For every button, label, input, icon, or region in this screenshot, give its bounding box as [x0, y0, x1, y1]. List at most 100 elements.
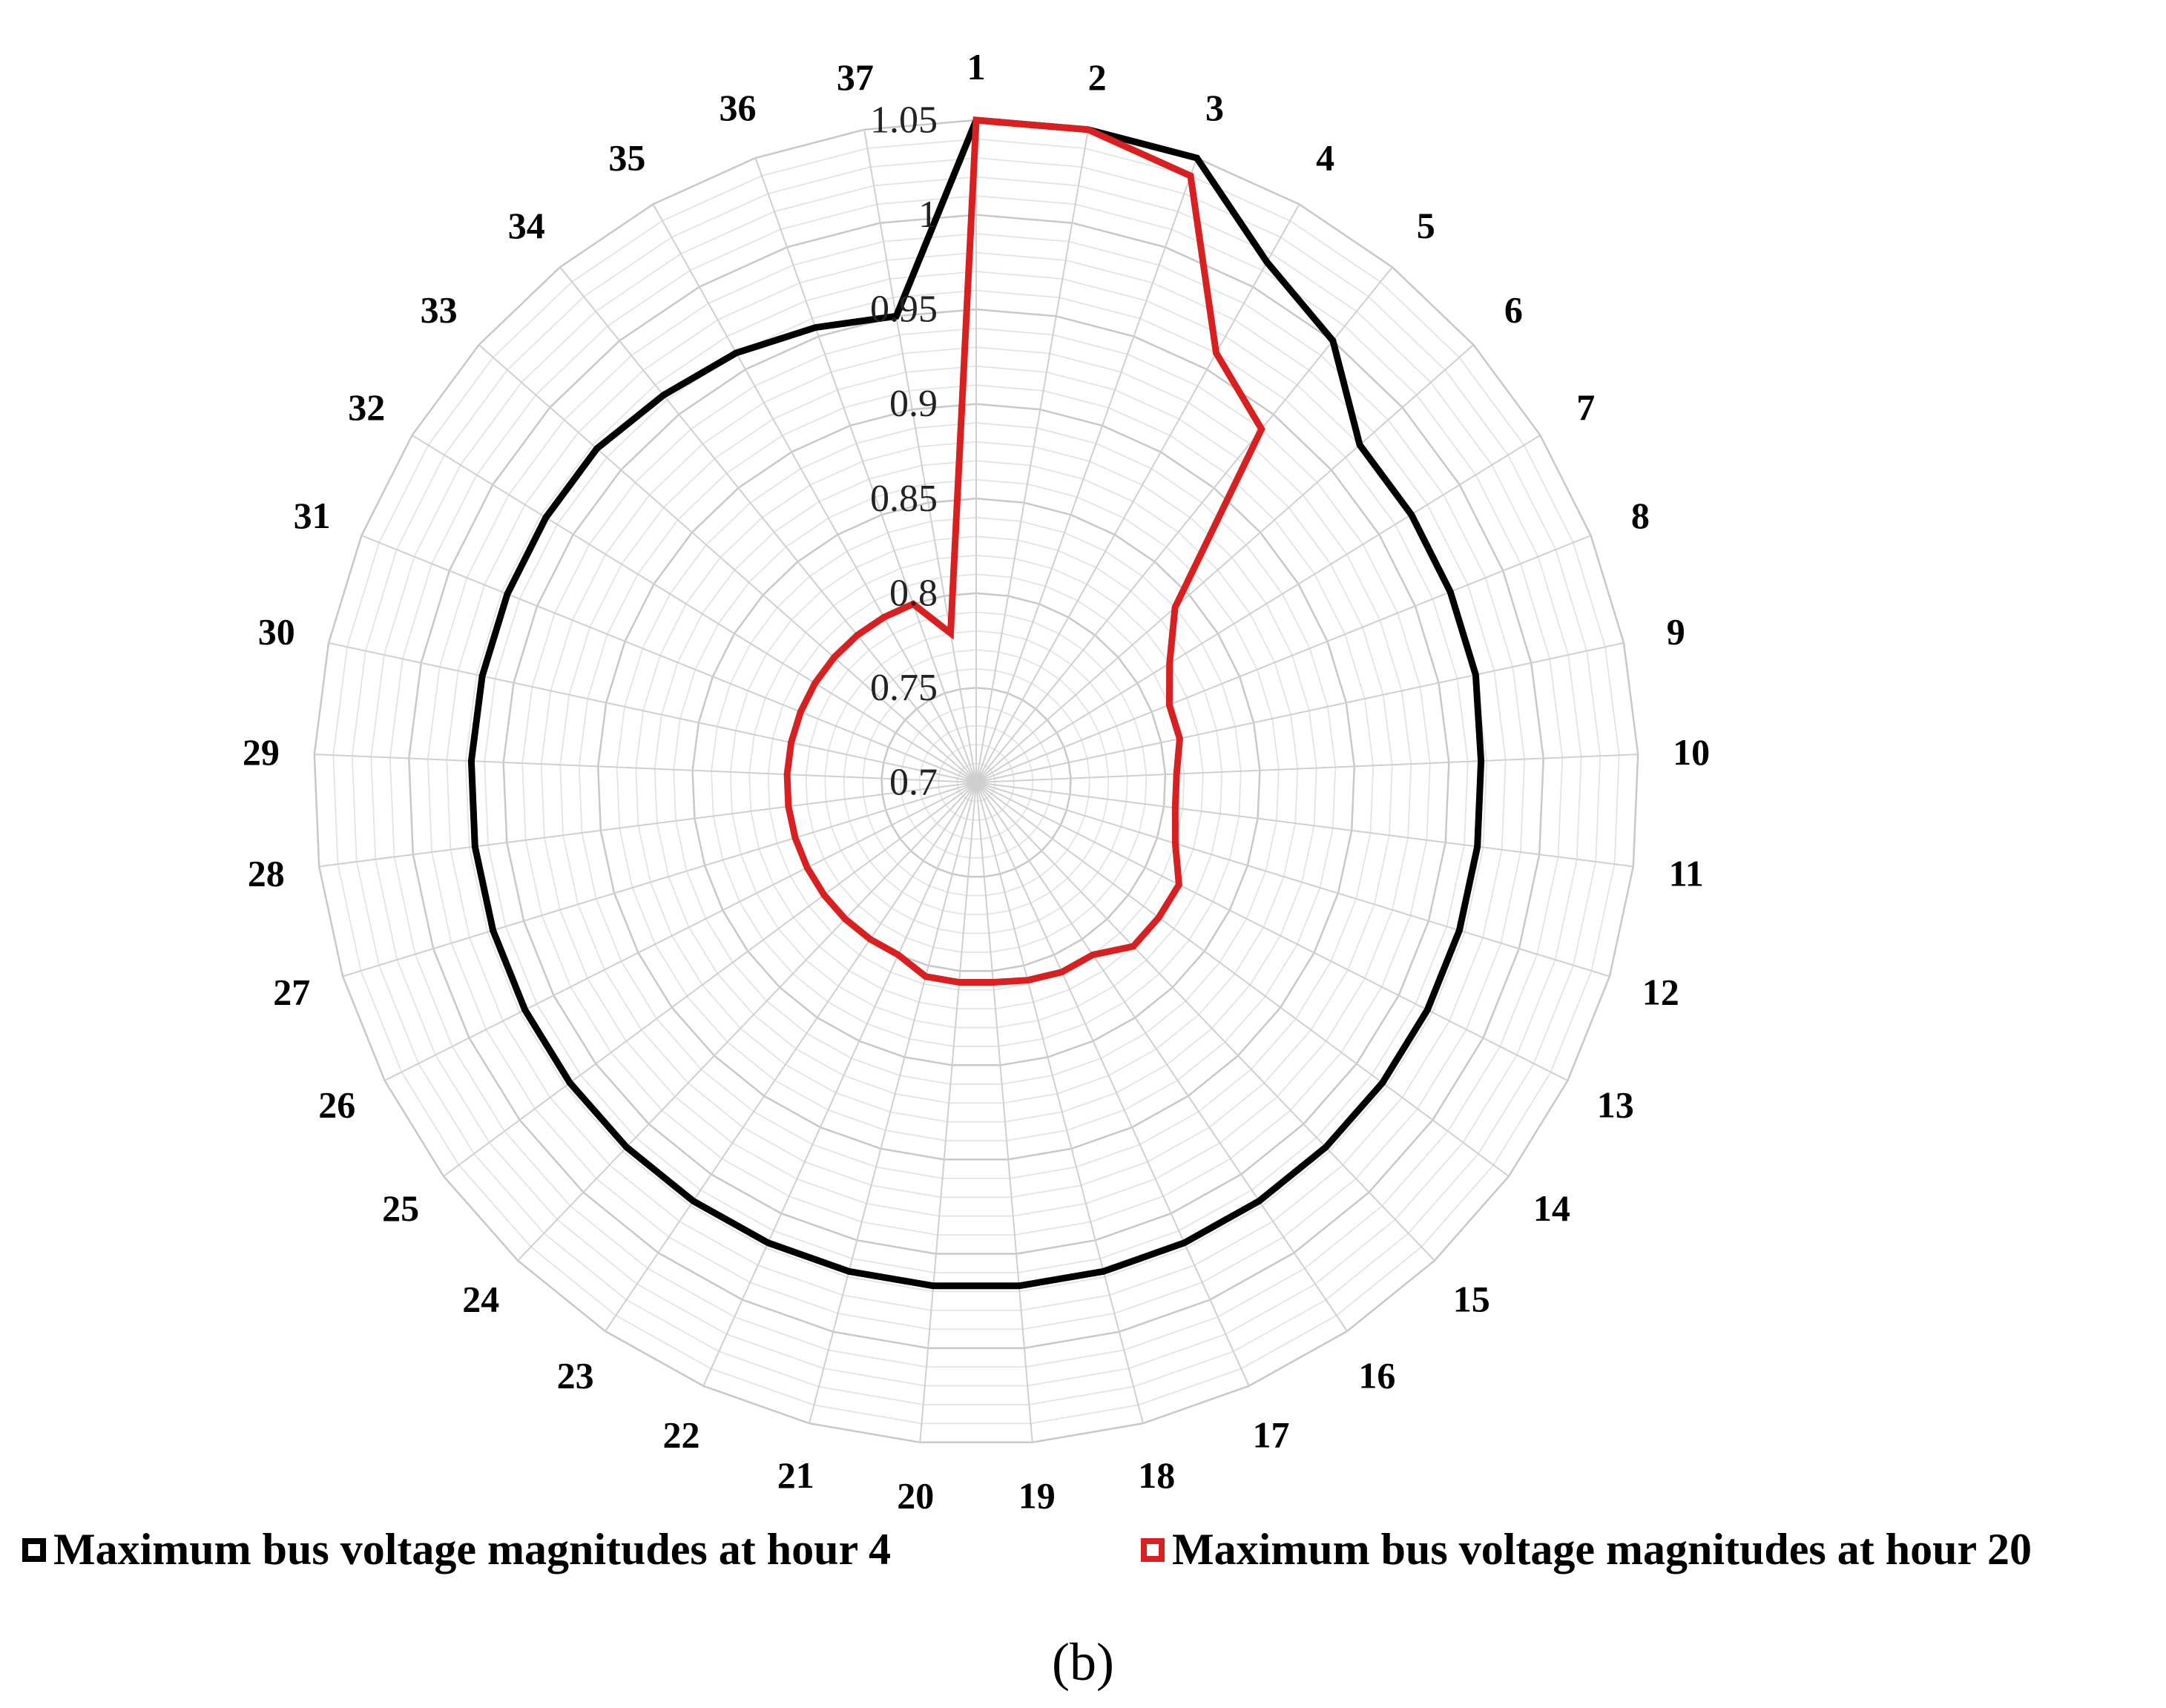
category-label: 17 [1253, 1414, 1290, 1455]
spoke-line [975, 782, 1610, 977]
grid-ring [880, 687, 1072, 878]
figure-caption: (b) [1052, 1632, 1114, 1692]
spoke-line [328, 642, 977, 783]
spoke-line [975, 782, 1250, 1387]
radial-tick-label: 1.05 [870, 99, 938, 142]
spoke-line [975, 782, 1348, 1332]
grid-ring [900, 705, 1053, 859]
spoke-line [443, 782, 977, 1177]
category-label: 6 [1504, 288, 1523, 330]
spoke-line [975, 754, 1639, 783]
legend-swatch-series-1 [22, 1537, 46, 1562]
radar-series [467, 116, 1485, 1290]
grid-ring [502, 308, 1450, 1255]
grid-ring [351, 157, 1602, 1405]
spoke-line [809, 782, 977, 1424]
grid-ring [578, 384, 1375, 1179]
spoke-line [975, 203, 1300, 783]
grid-ring [654, 460, 1299, 1104]
spoke-line [975, 157, 1198, 783]
spoke-line [975, 434, 1541, 783]
category-label: 11 [1669, 853, 1704, 894]
grid-ring [408, 214, 1544, 1349]
category-label: 25 [382, 1187, 419, 1229]
grid-ring [427, 233, 1526, 1331]
category-label: 28 [248, 853, 285, 894]
spoke-line [975, 782, 1033, 1442]
category-label: 20 [897, 1475, 934, 1517]
category-label: 9 [1667, 611, 1685, 653]
radial-tick-label: 0.9 [889, 383, 938, 425]
legend-swatch-series-2 [1141, 1537, 1165, 1562]
spoke-line [975, 129, 1089, 783]
grid-ring [843, 649, 1110, 915]
category-label: 33 [421, 288, 458, 330]
spoke-line [975, 782, 1510, 1177]
grid-ring [729, 535, 1223, 1029]
grid-ring [767, 573, 1185, 991]
category-label: 31 [294, 495, 331, 536]
category-label: 12 [1642, 972, 1679, 1013]
category-label: 35 [608, 137, 645, 179]
spoke-line [342, 782, 977, 977]
category-label: 14 [1533, 1187, 1570, 1229]
grid-ring [805, 611, 1148, 953]
grid-ring [691, 498, 1261, 1066]
radial-tick-label: 1 [918, 194, 938, 236]
category-label: 7 [1576, 386, 1595, 428]
spoke-line [605, 782, 977, 1332]
series-line-2 [783, 116, 1265, 986]
spoke-line [478, 344, 977, 783]
grid-ring [332, 138, 1620, 1425]
grid-ring [918, 725, 1034, 840]
grid-ring [938, 744, 1015, 821]
category-label: 27 [273, 972, 310, 1013]
spoke-line [517, 782, 977, 1262]
spoke-line [361, 535, 977, 783]
grid-ring [635, 441, 1317, 1123]
category-label: 5 [1417, 205, 1435, 246]
category-label: 10 [1673, 731, 1710, 773]
spoke-line [652, 203, 977, 783]
grid-ring [484, 289, 1469, 1273]
grid-ring [559, 365, 1393, 1198]
grid-ring [711, 516, 1242, 1047]
category-label: 4 [1316, 137, 1334, 179]
spoke-line [319, 782, 977, 868]
spoke-line [702, 782, 977, 1387]
grid-ring [313, 119, 1639, 1444]
radar-spokes [314, 120, 1639, 1442]
grid-ring [673, 478, 1280, 1085]
category-label: 26 [318, 1084, 355, 1125]
radial-tick-label: 0.85 [870, 478, 938, 520]
category-label: 3 [1205, 87, 1224, 128]
grid-ring [446, 251, 1507, 1311]
category-label: 37 [837, 56, 874, 98]
radial-tick-label: 0.7 [889, 762, 938, 804]
category-label: 29 [243, 731, 280, 773]
spoke-line [975, 266, 1393, 783]
radial-tick-label: 0.75 [870, 667, 938, 709]
category-label: 8 [1631, 495, 1650, 536]
category-label: 21 [777, 1454, 814, 1496]
category-label: 15 [1453, 1279, 1490, 1320]
grid-ring [862, 667, 1090, 897]
spoke-line [412, 434, 977, 783]
category-label: 18 [1138, 1454, 1175, 1496]
grid-ring [596, 403, 1356, 1161]
category-label: 19 [1018, 1475, 1056, 1517]
legend-label-series-2: Maximum bus voltage magnitudes at hour 2… [1172, 1525, 2032, 1574]
category-labels: 1 234567891011121314151617181920212223242… [243, 46, 1710, 1517]
category-label: 1 [967, 46, 986, 88]
radial-tick-label: 0.95 [870, 288, 938, 331]
spoke-line [919, 782, 977, 1442]
spoke-line [975, 535, 1591, 783]
category-label: 2 [1088, 56, 1107, 98]
spoke-line [559, 266, 977, 783]
legend-item-series-1: Maximum bus voltage magnitudes at hour 4 [22, 1524, 891, 1575]
category-label: 32 [348, 386, 385, 428]
grid-ring [540, 346, 1412, 1217]
category-label: 16 [1358, 1355, 1395, 1397]
spoke-line [975, 782, 1568, 1081]
category-label: 36 [720, 87, 757, 128]
